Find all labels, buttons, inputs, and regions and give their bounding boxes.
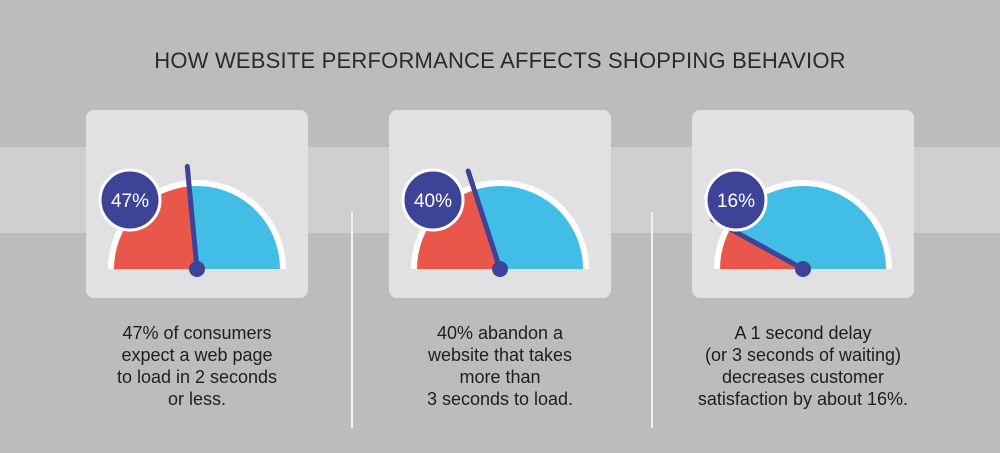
gauge-3-percent-badge: [704, 168, 768, 232]
gauge-1-hub: [189, 261, 205, 277]
gauge-1-percent-badge: [98, 168, 162, 232]
caption-3-line-1: A 1 second delay: [734, 323, 872, 343]
caption-1-line-4: or less.: [167, 389, 227, 409]
caption-2-line-4: 3 seconds to load.: [426, 389, 574, 409]
page-title: HOW WEBSITE PERFORMANCE AFFECTS SHOPPING…: [154, 48, 846, 73]
caption-1-line-1: 47% of consumers: [122, 323, 272, 343]
gauge-card-3: 16%: [692, 110, 914, 298]
caption-3: A 1 second delay (or 3 seconds of waitin…: [673, 322, 933, 410]
caption-2-line-3: more than: [459, 367, 541, 387]
caption-3-line-4: satisfaction by about 16%.: [697, 389, 909, 409]
gauge-card-2: 40%: [389, 110, 611, 298]
gauge-2-hub: [492, 261, 508, 277]
divider-2: [651, 212, 653, 428]
gauge-1-needle: [184, 163, 200, 272]
caption-3-line-2: (or 3 seconds of waiting): [704, 345, 902, 365]
gauge-3: 16%: [704, 168, 892, 277]
gauge-2: 40%: [401, 168, 589, 277]
gauge-1: 47%: [98, 163, 286, 277]
gauge-card-1: 47%: [86, 110, 308, 298]
caption-1-line-3: to load in 2 seconds: [116, 367, 278, 387]
gauge-1-blue-segment: [189, 186, 280, 269]
gauge-3-hub: [795, 261, 811, 277]
gauge-2-percent-label: 40%: [414, 191, 452, 212]
caption-3-line-3: decreases customer: [721, 367, 885, 387]
gauge-2-blue-segment: [474, 186, 583, 269]
gauge-2-percent-badge: [401, 168, 465, 232]
gauge-3-percent-label: 16%: [717, 191, 755, 212]
caption-2: 40% abandon a website that takes more th…: [370, 322, 630, 410]
divider-1: [351, 212, 353, 428]
caption-2-line-1: 40% abandon a: [436, 323, 564, 343]
caption-1: 47% of consumers expect a web page to lo…: [67, 322, 327, 410]
caption-1-line-2: expect a web page: [121, 345, 273, 365]
gauge-1-percent-label: 47%: [111, 191, 149, 212]
gauge-2-needle: [465, 168, 503, 272]
gauge-1-red-segment: [114, 186, 197, 269]
caption-2-line-2: website that takes: [427, 345, 573, 365]
